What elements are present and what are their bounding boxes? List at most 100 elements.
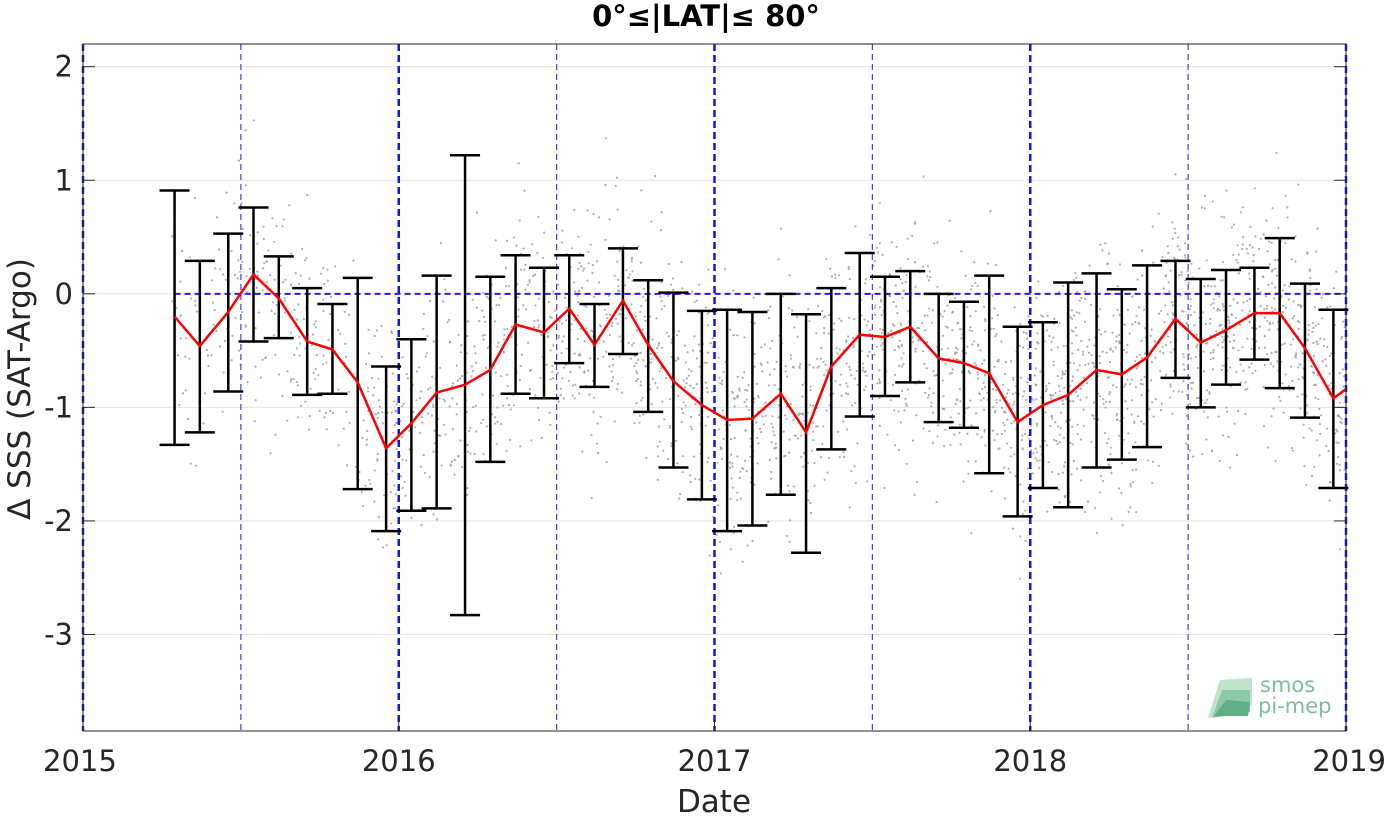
scatter-point xyxy=(210,354,213,357)
scatter-point xyxy=(530,439,533,442)
scatter-point xyxy=(1143,352,1146,355)
scatter-point xyxy=(630,260,633,263)
scatter-point xyxy=(528,388,532,391)
scatter-point xyxy=(1336,430,1339,433)
scatter-point xyxy=(755,421,758,424)
scatter-point xyxy=(1178,248,1181,251)
scatter-point xyxy=(753,397,756,400)
scatter-point xyxy=(1128,383,1132,386)
scatter-point xyxy=(659,229,663,232)
scatter-point xyxy=(694,477,697,480)
scatter-point xyxy=(444,288,447,291)
scatter-point xyxy=(1009,455,1012,458)
scatter-point xyxy=(456,379,459,382)
scatter-point xyxy=(1061,373,1064,376)
scatter-point xyxy=(1088,338,1091,341)
scatter-point xyxy=(1059,411,1063,414)
scatter-point xyxy=(654,175,657,178)
scatter-point xyxy=(616,322,619,325)
scatter-point xyxy=(650,403,653,406)
scatter-point xyxy=(1106,262,1109,265)
scatter-point xyxy=(1079,387,1082,390)
scatter-point xyxy=(1310,429,1313,432)
scatter-point xyxy=(707,456,710,459)
scatter-point xyxy=(1115,414,1118,417)
scatter-point xyxy=(1130,378,1133,381)
scatter-point xyxy=(493,320,496,323)
scatter-point xyxy=(284,311,287,314)
scatter-point xyxy=(1220,323,1223,326)
scatter-point xyxy=(876,251,880,254)
scatter-point xyxy=(1338,463,1341,466)
scatter-point xyxy=(899,278,902,281)
scatter-point xyxy=(745,470,748,473)
scatter-point xyxy=(613,274,616,277)
scatter-point xyxy=(838,317,841,320)
scatter-point xyxy=(592,410,595,414)
scatter-point xyxy=(1195,346,1198,349)
scatter-point xyxy=(257,311,260,314)
scatter-point xyxy=(364,362,368,366)
scatter-point xyxy=(1241,206,1244,209)
scatter-point xyxy=(636,372,639,375)
scatter-point xyxy=(1270,241,1273,244)
scatter-point xyxy=(826,471,829,474)
scatter-point xyxy=(818,365,821,368)
scatter-point xyxy=(1058,384,1061,387)
scatter-point xyxy=(1115,386,1118,389)
scatter-point xyxy=(890,241,893,244)
scatter-point xyxy=(314,368,317,371)
scatter-point xyxy=(279,264,282,267)
scatter-point xyxy=(1151,225,1154,228)
scatter-point xyxy=(1221,364,1224,367)
scatter-point xyxy=(1297,327,1300,331)
scatter-point xyxy=(582,269,585,272)
scatter-point xyxy=(1126,407,1129,410)
scatter-point xyxy=(743,371,746,374)
scatter-point xyxy=(1241,346,1244,349)
scatter-point xyxy=(637,358,640,361)
scatter-point xyxy=(834,380,837,383)
scatter-point xyxy=(206,354,209,357)
scatter-point xyxy=(830,275,834,278)
scatter-point xyxy=(851,336,855,339)
scatter-point xyxy=(348,421,351,424)
scatter-point xyxy=(1052,364,1055,367)
scatter-point xyxy=(741,376,744,379)
scatter-point xyxy=(629,357,633,360)
scatter-point xyxy=(297,303,300,306)
scatter-point xyxy=(1248,366,1251,369)
scatter-point xyxy=(480,422,483,425)
scatter-point xyxy=(1048,334,1051,338)
scatter-point xyxy=(184,337,187,340)
scatter-point xyxy=(314,320,317,323)
scatter-point xyxy=(950,371,954,374)
scatter-point xyxy=(1221,335,1224,338)
scatter-point xyxy=(524,288,527,291)
scatter-point xyxy=(1301,393,1304,396)
scatter-point xyxy=(694,403,697,406)
scatter-point xyxy=(965,407,968,410)
scatter-point xyxy=(1058,321,1061,324)
scatter-point xyxy=(1035,296,1038,299)
scatter-point xyxy=(940,348,943,351)
scatter-point xyxy=(579,327,582,331)
scatter-point xyxy=(549,349,552,352)
scatter-point xyxy=(1167,335,1170,338)
scatter-point xyxy=(552,344,555,347)
scatter-point xyxy=(1196,344,1199,347)
scatter-point xyxy=(1232,298,1235,301)
scatter-point xyxy=(850,374,853,377)
scatter-point xyxy=(679,493,682,496)
scatter-point xyxy=(1244,388,1247,391)
scatter-point xyxy=(583,340,586,343)
scatter-point xyxy=(789,354,793,357)
scatter-point xyxy=(852,346,855,349)
scatter-point xyxy=(803,451,806,454)
scatter-point xyxy=(944,325,947,328)
scatter-point xyxy=(916,327,919,330)
scatter-point xyxy=(1110,472,1113,475)
scatter-point xyxy=(1211,200,1214,203)
scatter-point xyxy=(782,430,785,433)
scatter-point xyxy=(304,400,307,403)
